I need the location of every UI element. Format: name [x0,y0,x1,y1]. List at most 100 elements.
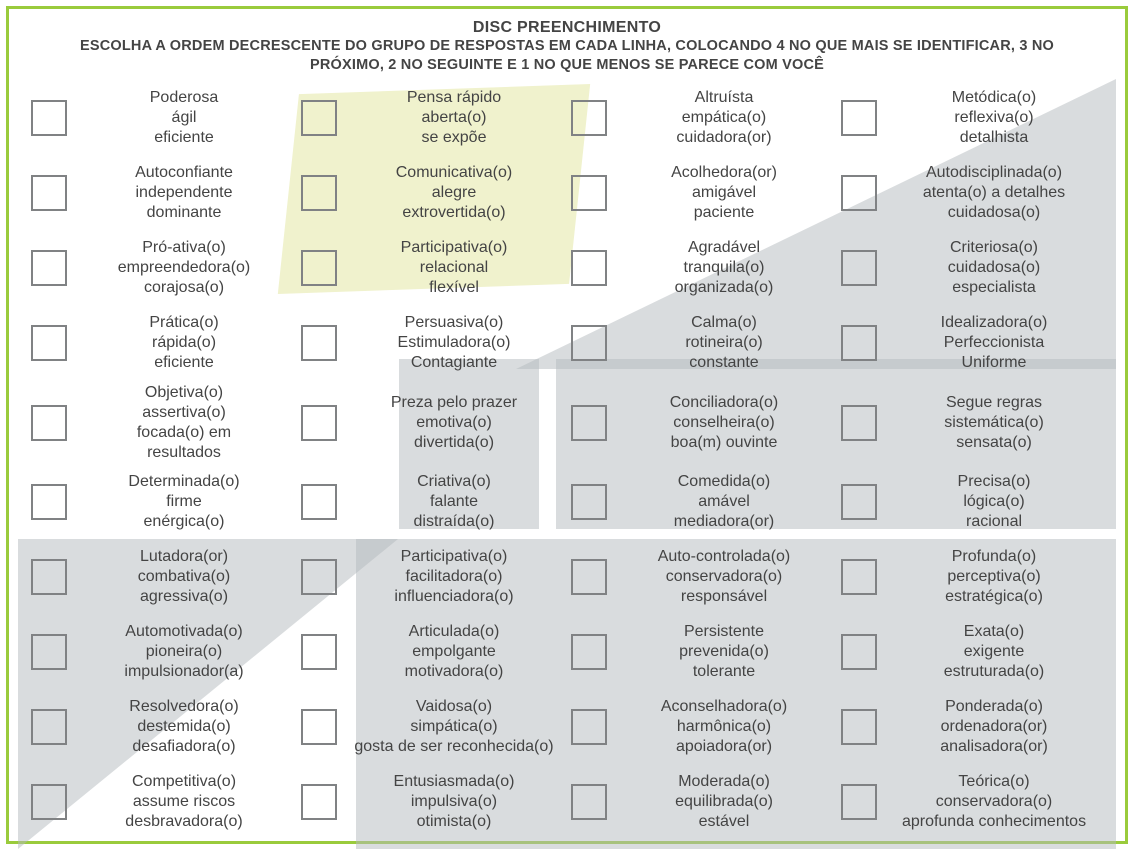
cell-row-3-col-3: Idealizadora(o)PerfeccionistaUniforme [837,306,1107,381]
word-row-6-col-0-line-0: Lutadora(or) [75,547,293,567]
words-row-2-col-3: Criteriosa(o)cuidadosa(o)especialista [885,238,1103,298]
input-box-row-6-col-3[interactable] [841,559,877,595]
word-row-4-col-2-line-2: boa(m) ouvinte [615,433,833,453]
input-box-row-6-col-2[interactable] [571,559,607,595]
word-row-6-col-2-line-0: Auto-controlada(o) [615,547,833,567]
words-row-1-col-3: Autodisciplinada(o)atenta(o) a detalhesc… [885,163,1103,223]
word-row-4-col-1-line-2: divertida(o) [345,433,563,453]
input-box-row-1-col-0[interactable] [31,175,67,211]
word-row-2-col-3-line-2: especialista [885,278,1103,298]
input-box-row-5-col-3[interactable] [841,484,877,520]
cell-row-7-col-3: Exata(o)exigenteestruturada(o) [837,615,1107,690]
input-box-row-3-col-2[interactable] [571,325,607,361]
word-row-6-col-2-line-2: responsável [615,587,833,607]
word-row-1-col-1-line-2: extrovertida(o) [345,203,563,223]
input-box-row-6-col-1[interactable] [301,559,337,595]
input-box-row-7-col-3[interactable] [841,634,877,670]
words-row-5-col-1: Criativa(o)falantedistraída(o) [345,472,563,532]
input-box-row-0-col-3[interactable] [841,100,877,136]
input-box-row-7-col-2[interactable] [571,634,607,670]
input-box-row-9-col-2[interactable] [571,784,607,820]
input-box-row-0-col-0[interactable] [31,100,67,136]
word-row-9-col-0-line-0: Competitiva(o) [75,772,293,792]
word-row-2-col-1-line-2: flexível [345,278,563,298]
word-row-3-col-3-line-2: Uniforme [885,353,1103,373]
input-box-row-8-col-1[interactable] [301,709,337,745]
cell-row-0-col-1: Pensa rápidoaberta(o)se expõe [297,81,567,156]
words-row-7-col-0: Automotivada(o)pioneira(o)impulsionador(… [75,622,293,682]
cell-row-3-col-1: Persuasiva(o)Estimuladora(o)Contagiante [297,306,567,381]
input-box-row-8-col-3[interactable] [841,709,877,745]
word-row-5-col-2-line-2: mediadora(or) [615,512,833,532]
input-box-row-5-col-0[interactable] [31,484,67,520]
input-box-row-4-col-1[interactable] [301,405,337,441]
word-row-7-col-0-line-1: pioneira(o) [75,642,293,662]
word-row-0-col-2-line-2: cuidadora(or) [615,128,833,148]
input-box-row-8-col-2[interactable] [571,709,607,745]
word-row-3-col-1-line-0: Persuasiva(o) [345,313,563,333]
input-box-row-9-col-3[interactable] [841,784,877,820]
input-box-row-8-col-0[interactable] [31,709,67,745]
cell-row-2-col-0: Pró-ativa(o)empreendedora(o)corajosa(o) [27,231,297,306]
input-box-row-4-col-0[interactable] [31,405,67,441]
cell-row-7-col-0: Automotivada(o)pioneira(o)impulsionador(… [27,615,297,690]
word-row-1-col-3-line-1: atenta(o) a detalhes [885,183,1103,203]
words-row-0-col-3: Metódica(o)reflexiva(o)detalhista [885,88,1103,148]
word-row-8-col-3-line-1: ordenadora(or) [885,717,1103,737]
input-box-row-9-col-1[interactable] [301,784,337,820]
word-row-3-col-2-line-1: rotineira(o) [615,333,833,353]
words-row-8-col-3: Ponderada(o)ordenadora(or)analisadora(or… [885,697,1103,757]
input-box-row-7-col-1[interactable] [301,634,337,670]
input-box-row-1-col-1[interactable] [301,175,337,211]
cell-row-7-col-1: Articulada(o)empolgantemotivadora(o) [297,615,567,690]
word-row-2-col-0-line-0: Pró-ativa(o) [75,238,293,258]
word-row-9-col-3-line-1: conservadora(o) [885,792,1103,812]
input-box-row-6-col-0[interactable] [31,559,67,595]
word-row-5-col-1-line-2: distraída(o) [345,512,563,532]
word-row-9-col-3-line-2: aprofunda conhecimentos [885,812,1103,832]
cell-row-6-col-3: Profunda(o)perceptiva(o)estratégica(o) [837,540,1107,615]
word-row-0-col-3-line-2: detalhista [885,128,1103,148]
word-row-7-col-2-line-0: Persistente [615,622,833,642]
cell-row-9-col-1: Entusiasmada(o)impulsiva(o)otimista(o) [297,765,567,840]
input-box-row-4-col-2[interactable] [571,405,607,441]
word-row-4-col-0-line-0: Objetiva(o) [75,383,293,403]
word-row-5-col-0-line-1: firme [75,492,293,512]
input-box-row-4-col-3[interactable] [841,405,877,441]
input-box-row-9-col-0[interactable] [31,784,67,820]
word-row-3-col-0-line-0: Prática(o) [75,313,293,333]
word-row-4-col-2-line-1: conselheira(o) [615,413,833,433]
input-box-row-7-col-0[interactable] [31,634,67,670]
word-row-7-col-2-line-2: tolerante [615,662,833,682]
word-row-3-col-1-line-2: Contagiante [345,353,563,373]
input-box-row-5-col-2[interactable] [571,484,607,520]
word-row-6-col-3-line-1: perceptiva(o) [885,567,1103,587]
word-row-9-col-2-line-1: equilibrada(o) [615,792,833,812]
word-row-0-col-1-line-1: aberta(o) [345,108,563,128]
input-box-row-3-col-0[interactable] [31,325,67,361]
words-row-4-col-3: Segue regrassistemática(o)sensata(o) [885,393,1103,453]
word-row-3-col-0-line-1: rápida(o) [75,333,293,353]
input-box-row-0-col-2[interactable] [571,100,607,136]
input-box-row-5-col-1[interactable] [301,484,337,520]
word-row-0-col-2-line-0: Altruísta [615,88,833,108]
input-box-row-3-col-3[interactable] [841,325,877,361]
word-row-1-col-1-line-0: Comunicativa(o) [345,163,563,183]
word-row-3-col-2-line-2: constante [615,353,833,373]
input-box-row-2-col-3[interactable] [841,250,877,286]
words-row-3-col-2: Calma(o)rotineira(o)constante [615,313,833,373]
words-row-0-col-1: Pensa rápidoaberta(o)se expõe [345,88,563,148]
word-row-4-col-3-line-2: sensata(o) [885,433,1103,453]
input-box-row-1-col-2[interactable] [571,175,607,211]
words-row-9-col-0: Competitiva(o)assume riscosdesbravadora(… [75,772,293,832]
input-box-row-3-col-1[interactable] [301,325,337,361]
input-box-row-2-col-0[interactable] [31,250,67,286]
word-row-2-col-2-line-2: organizada(o) [615,278,833,298]
input-box-row-0-col-1[interactable] [301,100,337,136]
word-row-6-col-0-line-2: agressiva(o) [75,587,293,607]
words-row-5-col-2: Comedida(o)amávelmediadora(or) [615,472,833,532]
input-box-row-2-col-2[interactable] [571,250,607,286]
input-box-row-2-col-1[interactable] [301,250,337,286]
word-row-4-col-1-line-1: emotiva(o) [345,413,563,433]
input-box-row-1-col-3[interactable] [841,175,877,211]
